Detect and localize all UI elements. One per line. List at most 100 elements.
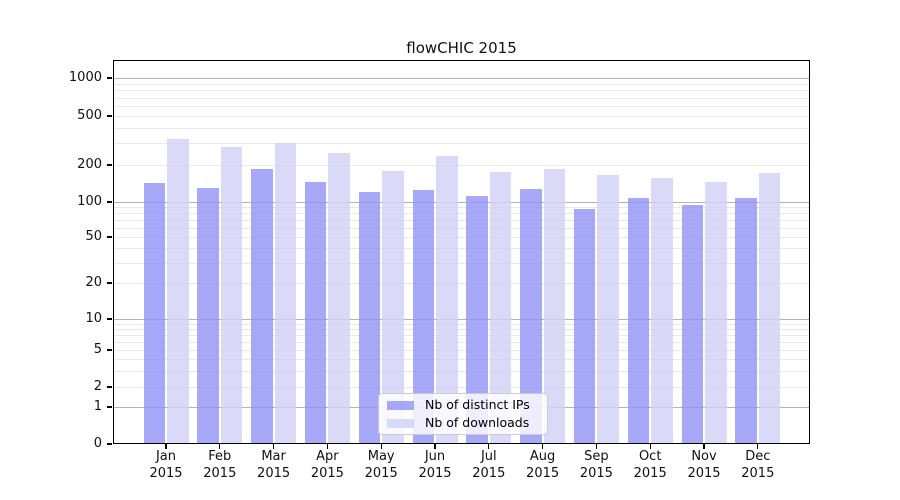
bar-apr-distinct-ips [304,182,327,444]
legend-swatch-distinct-ips [387,400,414,410]
gridline-10 [113,319,810,320]
y-tick-label-1: 1 [93,399,102,414]
bar-nov-distinct-ips [681,205,703,444]
y-tick-0 [107,443,112,445]
bar-aug-distinct-ips [520,189,542,444]
y-tick-label-10: 10 [85,311,102,326]
y-tick-label-1000: 1000 [68,70,102,85]
x-tick-label-may: May 2015 [364,449,398,481]
x-tick-label-jun: Jun 2015 [418,449,452,481]
x-tick-mar [272,444,275,449]
x-tick-label-aug: Aug 2015 [526,449,560,481]
bar-sep-distinct-ips [573,209,596,444]
x-tick-label-sep: Sep 2015 [579,449,613,481]
legend-item-downloads: Nb of downloads [387,416,547,430]
x-tick-label-jan: Jan 2015 [149,449,183,481]
x-tick-oct [649,444,651,449]
bar-aug-downloads [543,169,566,444]
legend: Nb of distinct IPs Nb of downloads [378,393,548,435]
gridline-8 [113,328,810,330]
x-tick-dec [757,444,759,449]
y-tick-20 [107,282,112,284]
gridline-30 [113,262,810,264]
bar-apr-downloads [328,153,350,444]
bar-jul-downloads [489,172,512,444]
y-tick-100 [107,201,112,203]
y-tick-200 [107,164,112,166]
y-tick-500 [107,115,112,117]
y-tick-50 [107,236,112,238]
gridline-5 [113,350,810,351]
gridline-80 [113,213,810,215]
gridline-4 [113,359,810,360]
gridline-1000 [113,78,810,79]
x-tick-label-apr: Apr 2015 [310,449,344,481]
y-tick-label-200: 200 [77,157,102,172]
chart-title: flowCHIC 2015 [406,39,517,57]
gridline-20 [113,283,810,284]
x-tick-may [380,444,382,449]
x-tick-jan [165,444,167,449]
gridline-6 [113,341,810,343]
y-tick-label-50: 50 [85,229,102,244]
gridline-60 [113,227,810,229]
gridline-9 [113,323,810,325]
y-tick-label-500: 500 [77,108,102,123]
bar-sep-downloads [597,175,619,444]
x-tick-label-oct: Oct 2015 [633,449,667,481]
gridline-900 [113,83,810,85]
gridline-70 [113,220,810,221]
gridline-200 [113,165,810,166]
x-tick-label-nov: Nov 2015 [687,449,721,481]
bar-oct-downloads [651,178,673,444]
bar-jul-distinct-ips [466,195,488,444]
x-tick-label-jul: Jul 2015 [472,449,506,481]
y-tick-1 [107,406,112,408]
bar-jan-downloads [167,139,189,444]
y-tick-label-5: 5 [93,342,102,357]
y-tick-label-20: 20 [85,275,102,290]
legend-item-distinct-ips: Nb of distinct IPs [387,398,547,412]
y-tick-label-2: 2 [93,379,102,394]
gridline-300 [113,143,810,145]
gridline-100 [113,202,810,203]
bar-mar-distinct-ips [251,169,273,444]
legend-swatch-downloads [387,418,414,428]
gridline-500 [113,116,810,117]
gridline-2 [113,387,810,388]
y-tick-1000 [107,77,112,79]
gridline-40 [113,248,810,250]
y-tick-label-100: 100 [77,194,102,209]
plot-area [113,60,810,444]
legend-label-distinct-ips: Nb of distinct IPs [425,397,530,412]
bar-feb-distinct-ips [197,187,219,444]
x-tick-label-feb: Feb 2015 [203,449,237,481]
gridline-7 [113,334,810,336]
y-tick-label-0: 0 [93,436,102,451]
y-tick-10 [107,318,112,320]
bar-dec-distinct-ips [735,197,757,444]
x-tick-label-dec: Dec 2015 [741,449,775,481]
legend-label-downloads: Nb of downloads [425,415,530,430]
bar-may-distinct-ips [358,192,381,444]
bar-jan-distinct-ips [143,183,165,444]
bar-jun-downloads [436,156,458,444]
bar-oct-distinct-ips [627,198,650,444]
x-tick-nov [703,444,705,449]
x-tick-jun [434,444,436,449]
bar-mar-downloads [274,143,297,444]
x-tick-sep [595,444,598,449]
bar-jun-distinct-ips [412,190,434,444]
gridline-700 [113,97,810,99]
y-tick-2 [107,386,112,388]
y-tick-5 [107,349,112,351]
x-tick-feb [219,444,221,449]
gridline-400 [113,127,810,129]
x-tick-aug [541,444,544,449]
gridline-600 [113,106,810,107]
bar-may-downloads [382,171,404,444]
gridline-800 [113,90,810,92]
bar-dec-downloads [758,173,781,444]
gridline-90 [113,207,810,209]
